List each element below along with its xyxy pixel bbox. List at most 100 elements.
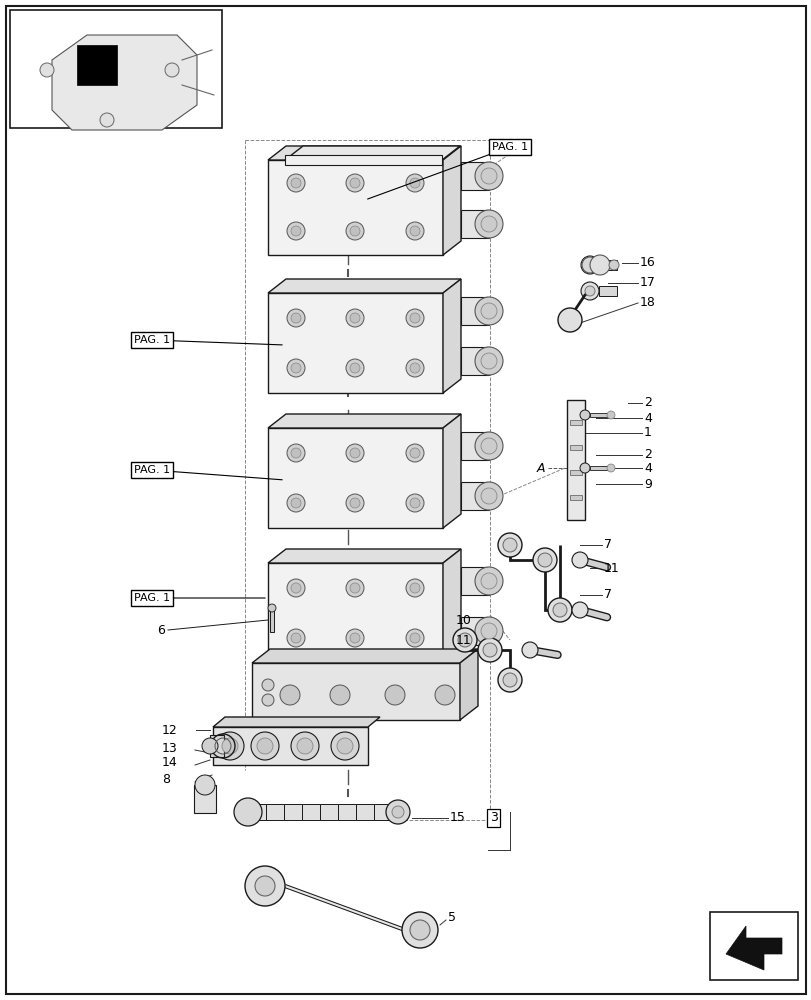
Circle shape (406, 309, 423, 327)
Circle shape (290, 178, 301, 188)
Circle shape (480, 438, 496, 454)
Bar (268, 293, 443, 393)
Bar (247, 804, 266, 820)
Polygon shape (443, 279, 461, 393)
Circle shape (195, 775, 215, 795)
Text: 3: 3 (489, 811, 497, 824)
Bar (566, 400, 584, 520)
Circle shape (350, 583, 359, 593)
Circle shape (165, 63, 178, 77)
Polygon shape (251, 649, 478, 663)
Polygon shape (212, 717, 380, 727)
Circle shape (350, 448, 359, 458)
Circle shape (345, 222, 363, 240)
Circle shape (406, 174, 423, 192)
Circle shape (345, 629, 363, 647)
Bar (10, 10, 221, 128)
Text: 8: 8 (162, 773, 169, 786)
Circle shape (262, 694, 273, 706)
Text: 15: 15 (449, 811, 466, 824)
Text: 4: 4 (643, 462, 651, 475)
Circle shape (474, 297, 502, 325)
Bar (461, 617, 488, 645)
Circle shape (410, 633, 419, 643)
Text: 10: 10 (456, 613, 471, 626)
Circle shape (257, 738, 272, 754)
Bar (268, 160, 443, 255)
Bar (461, 482, 488, 510)
Bar (461, 347, 488, 375)
Circle shape (607, 411, 614, 419)
Bar (599, 286, 616, 296)
Bar (569, 420, 581, 425)
Circle shape (474, 210, 502, 238)
Circle shape (480, 303, 496, 319)
Text: 11: 11 (603, 562, 619, 574)
Text: 17: 17 (639, 276, 655, 290)
Circle shape (216, 732, 243, 760)
Circle shape (497, 668, 521, 692)
Circle shape (345, 359, 363, 377)
Circle shape (40, 63, 54, 77)
Polygon shape (285, 146, 460, 160)
Circle shape (538, 553, 551, 567)
Polygon shape (77, 45, 117, 85)
Polygon shape (268, 414, 461, 428)
Circle shape (350, 313, 359, 323)
Circle shape (290, 498, 301, 508)
Bar (461, 210, 488, 238)
Circle shape (410, 583, 419, 593)
Bar (709, 912, 797, 980)
Circle shape (345, 494, 363, 512)
Circle shape (474, 482, 502, 510)
Circle shape (410, 363, 419, 373)
Circle shape (286, 444, 305, 462)
Polygon shape (251, 663, 460, 720)
Circle shape (286, 579, 305, 597)
Text: 14: 14 (162, 756, 178, 770)
Bar (210, 735, 224, 757)
Bar (355, 804, 374, 820)
Circle shape (474, 567, 502, 595)
Circle shape (474, 347, 502, 375)
Circle shape (406, 494, 423, 512)
Text: 18: 18 (639, 296, 655, 310)
Text: 7: 7 (603, 588, 611, 601)
Polygon shape (443, 549, 461, 663)
Circle shape (474, 617, 502, 645)
Text: A: A (536, 462, 544, 475)
Circle shape (584, 260, 594, 270)
Circle shape (329, 685, 350, 705)
Bar (320, 804, 337, 820)
Circle shape (581, 257, 597, 273)
Bar (270, 610, 273, 632)
Text: 2: 2 (643, 448, 651, 462)
Circle shape (480, 216, 496, 232)
Bar (461, 297, 488, 325)
Bar (268, 428, 443, 528)
Circle shape (290, 732, 319, 760)
Circle shape (571, 602, 587, 618)
Circle shape (406, 579, 423, 597)
Circle shape (286, 309, 305, 327)
Circle shape (552, 603, 566, 617)
Circle shape (286, 174, 305, 192)
Bar (599, 260, 616, 270)
Circle shape (480, 168, 496, 184)
Circle shape (286, 359, 305, 377)
Polygon shape (268, 549, 461, 563)
Polygon shape (268, 146, 461, 160)
Text: 6: 6 (157, 624, 165, 637)
Circle shape (497, 533, 521, 557)
Circle shape (478, 638, 501, 662)
Circle shape (268, 604, 276, 612)
Bar (212, 727, 367, 765)
Bar (461, 432, 488, 460)
Circle shape (350, 498, 359, 508)
Text: PAG. 1: PAG. 1 (134, 465, 169, 475)
Circle shape (345, 579, 363, 597)
Text: 5: 5 (448, 911, 456, 924)
Circle shape (581, 256, 599, 274)
Bar (284, 804, 302, 820)
Circle shape (571, 552, 587, 568)
